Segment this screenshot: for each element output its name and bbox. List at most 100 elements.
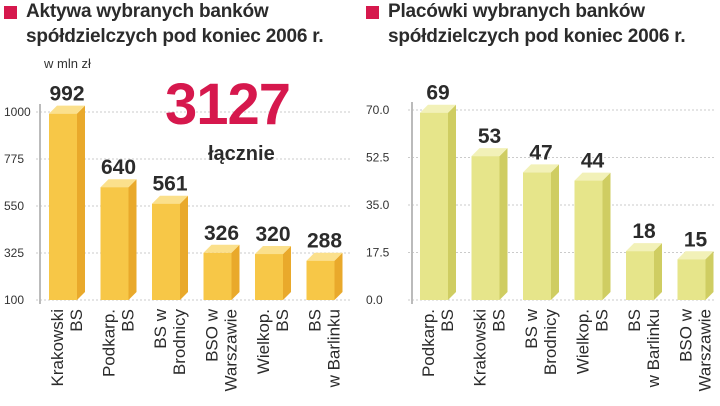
bar-top — [152, 195, 188, 204]
bar — [306, 252, 343, 300]
bar-top — [420, 104, 456, 113]
category-label-line: Brodnicy — [541, 309, 560, 376]
bar — [574, 172, 611, 300]
bar-front — [574, 180, 603, 300]
category-label-line: BS — [625, 309, 644, 332]
bar-side — [231, 244, 240, 300]
bar — [255, 246, 291, 300]
bar-value-label: 53 — [478, 125, 501, 148]
left-chart-title-line1: Aktywa wybranych banków — [26, 1, 269, 22]
total-label: łącznie — [208, 143, 275, 165]
category-label: BSw Barlinku — [625, 309, 663, 388]
category-label-line: BS w — [151, 308, 170, 348]
bar — [420, 104, 456, 300]
title-marker-square — [4, 6, 17, 19]
bar-value-label: 47 — [529, 141, 552, 164]
bar-side — [705, 251, 714, 300]
category-label-line: Podkarp. — [100, 309, 119, 377]
category-label: BSw Barlinku — [306, 309, 344, 388]
bar-top — [255, 246, 291, 255]
category-label: BSO wWarszawie — [203, 308, 241, 391]
y-tick-label: 0.0 — [366, 293, 383, 307]
category-label: Wielkop.BS — [254, 309, 292, 374]
bar-value-label: 320 — [255, 223, 290, 246]
bar — [677, 251, 714, 300]
bar-front — [306, 260, 335, 300]
bar — [626, 243, 662, 300]
category-label-line: BS — [119, 309, 138, 332]
category-label: KrakowskiBS — [48, 309, 86, 386]
y-tick-label: 70.0 — [366, 103, 390, 117]
category-label: Podkarp.BS — [100, 309, 138, 377]
right-chart-title-line2: spółdzielczych pod koniec 2006 r. — [388, 26, 686, 47]
bar-value-label: 326 — [204, 222, 239, 245]
bar — [523, 164, 559, 300]
bar-top — [306, 252, 343, 261]
bar — [152, 195, 188, 300]
bar-value-label: 640 — [101, 156, 136, 179]
bar-front — [203, 252, 232, 300]
bar-front — [255, 254, 283, 300]
right-bar-chart: 70.052.535.017.50.069Podkarp.BS53Krakows… — [366, 82, 715, 392]
bar-front — [152, 203, 180, 300]
bar-value-label: 288 — [307, 230, 342, 253]
category-label-line: BS — [490, 309, 509, 332]
bar — [49, 105, 85, 300]
bar-front — [100, 187, 129, 300]
bar-side — [551, 164, 559, 300]
category-label-line: BSO w — [203, 308, 222, 362]
bar-side — [180, 195, 188, 300]
bar-front — [677, 259, 706, 300]
category-label-line: Brodnicy — [170, 309, 189, 376]
category-label: BS wBrodnicy — [151, 308, 189, 375]
bar-side — [283, 246, 291, 300]
bar-top — [574, 172, 611, 181]
bar — [100, 179, 137, 300]
category-label-line: BSO w — [677, 308, 696, 362]
category-label-line: BS — [438, 309, 457, 332]
bar-side — [499, 148, 508, 300]
bar-value-label: 992 — [49, 83, 84, 106]
y-tick-label: 35.0 — [366, 198, 390, 212]
category-label-line: BS — [273, 309, 292, 332]
y-tick-label: 325 — [4, 246, 24, 260]
bar-top — [203, 244, 240, 253]
category-label: BSO wWarszawie — [677, 308, 715, 391]
bar-top — [100, 179, 137, 188]
right-chart-panel: Placówki wybranych banków spółdzielczych… — [362, 0, 720, 406]
category-label-line: BS — [67, 309, 86, 332]
bar-front — [420, 112, 448, 300]
y-tick-label: 775 — [4, 152, 24, 166]
category-label-line: w Barlinku — [325, 309, 344, 388]
y-tick-label: 1000 — [4, 105, 31, 119]
bar-front — [626, 251, 654, 300]
bar-side — [602, 172, 611, 300]
bar-side — [77, 105, 85, 300]
bar — [203, 244, 240, 300]
bar-front — [49, 113, 77, 300]
title-marker-square — [366, 6, 379, 19]
category-label-line: Krakowski — [471, 309, 490, 386]
category-label-line: Krakowski — [48, 309, 67, 386]
bar-front — [523, 172, 551, 300]
bar-value-label: 18 — [632, 220, 656, 243]
category-label-line: BS w — [522, 308, 541, 348]
category-label: Wielkop.BS — [574, 309, 612, 374]
category-label-line: Wielkop. — [254, 309, 273, 374]
y-tick-label: 52.5 — [366, 151, 390, 165]
bar-value-label: 15 — [684, 228, 708, 251]
right-chart-title-line1: Placówki wybranych banków — [388, 1, 645, 22]
bar-top — [523, 164, 559, 173]
left-bar-chart: 1000775550325100992KrakowskiBS640Podkarp… — [4, 83, 352, 392]
left-chart-unit: w mln zł — [44, 56, 91, 71]
left-chart-title-line2: spółdzielczych pod koniec 2006 r. — [26, 26, 324, 47]
category-label-line: Warszawie — [222, 309, 241, 392]
category-label-line: w Barlinku — [644, 309, 663, 388]
bar-top — [471, 148, 508, 157]
bar-side — [334, 252, 343, 300]
category-label-line: BS — [593, 309, 612, 332]
category-label-line: Wielkop. — [574, 309, 593, 374]
y-tick-label: 100 — [4, 293, 24, 307]
bar-top — [626, 243, 662, 252]
category-label: Podkarp.BS — [419, 309, 457, 377]
